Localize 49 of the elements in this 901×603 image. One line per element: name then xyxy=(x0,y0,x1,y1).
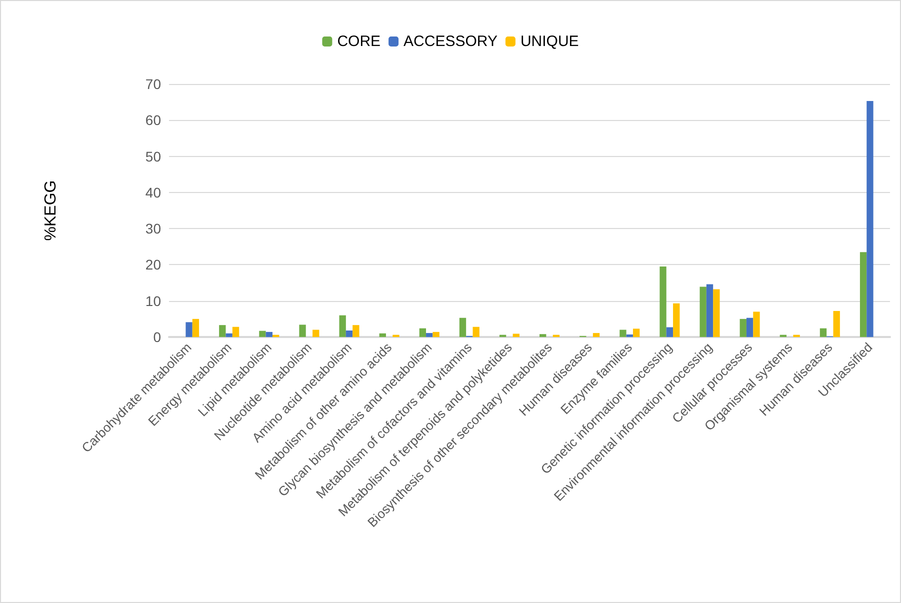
y-tick-label: 20 xyxy=(145,256,162,273)
bar xyxy=(426,333,433,337)
bar xyxy=(673,303,680,337)
bar xyxy=(339,315,346,337)
y-tick-label: 10 xyxy=(145,292,162,309)
bar xyxy=(626,334,633,337)
bar xyxy=(379,333,386,337)
bar xyxy=(346,330,353,337)
legend-label: UNIQUE xyxy=(520,33,579,50)
bar xyxy=(833,310,840,337)
y-tick-label: 60 xyxy=(145,112,162,128)
bar xyxy=(540,334,546,337)
bar xyxy=(820,328,827,337)
bar xyxy=(299,324,306,337)
bar xyxy=(660,266,666,337)
bar xyxy=(312,330,320,337)
bar xyxy=(432,332,440,337)
bar xyxy=(620,330,626,337)
legend-label: ACCESSORY xyxy=(404,33,498,50)
bar xyxy=(866,100,874,337)
bar xyxy=(266,332,272,337)
bar xyxy=(419,328,426,337)
bar xyxy=(186,322,192,337)
bar xyxy=(706,284,714,337)
y-tick-label: 70 xyxy=(145,76,162,92)
legend-label: CORE xyxy=(337,33,381,50)
y-tick-label: 0 xyxy=(153,329,162,345)
bar xyxy=(632,328,640,337)
bar xyxy=(352,325,360,337)
bar xyxy=(512,334,520,337)
bar xyxy=(700,286,706,337)
bar xyxy=(666,327,674,337)
bar xyxy=(472,326,480,337)
bar xyxy=(740,318,746,337)
bar xyxy=(219,325,226,337)
bar xyxy=(746,318,754,337)
bar xyxy=(232,326,240,337)
bar xyxy=(592,333,600,337)
bar xyxy=(459,318,466,337)
y-tick-label: 40 xyxy=(145,184,162,200)
bar xyxy=(259,330,266,337)
y-tick-label: 50 xyxy=(145,148,162,164)
y-axis-title: %KEGG xyxy=(42,180,60,241)
y-tick-label: 30 xyxy=(145,220,162,237)
bar xyxy=(753,312,760,337)
bar xyxy=(226,333,232,337)
bar xyxy=(713,289,720,337)
bar xyxy=(192,318,200,337)
bar xyxy=(860,252,867,337)
